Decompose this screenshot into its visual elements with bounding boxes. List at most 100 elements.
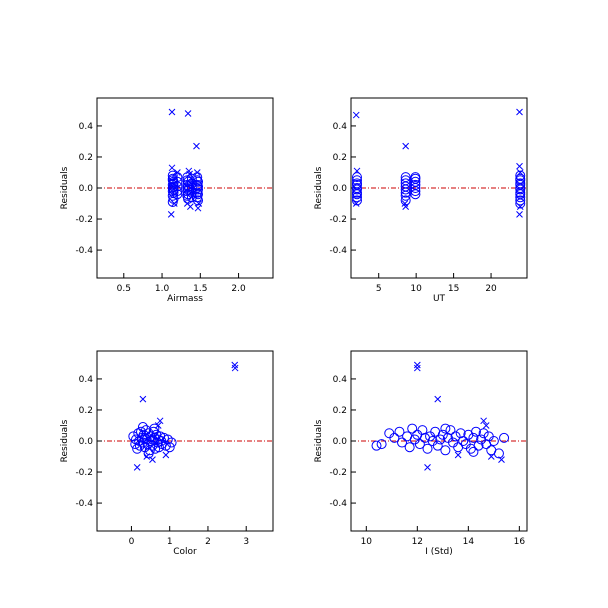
data-point-circle xyxy=(162,434,173,445)
data-point-x xyxy=(133,464,141,471)
data-point-circle xyxy=(437,429,448,440)
x-tick-label: 3 xyxy=(243,537,249,547)
data-point-x xyxy=(413,361,421,369)
data-point-circle xyxy=(164,442,175,453)
data-point-circle xyxy=(478,428,489,439)
data-point-x xyxy=(516,203,524,210)
y-axis-label: Residuals xyxy=(60,419,70,462)
x-tick-label: 1.5 xyxy=(193,284,207,294)
data-point-circle xyxy=(172,181,183,192)
data-point-x xyxy=(353,167,361,175)
data-point-circle xyxy=(410,189,421,200)
data-point-x xyxy=(143,453,151,460)
x-tick-label: 14 xyxy=(463,537,475,547)
x-tick-label: 0 xyxy=(129,537,135,547)
x-tick-label: 16 xyxy=(514,537,526,547)
x-axis-label: Color xyxy=(173,547,197,557)
data-point-circle xyxy=(147,434,158,445)
y-tick-label: -0.4 xyxy=(75,246,93,256)
y-tick-label: -0.2 xyxy=(329,215,347,225)
scatter-panel-1: 0.5 1.0 1.5 2.0 -0.4 -0.2 0.0 0.2 0.4 Airmass Resi… xyxy=(60,97,274,304)
y-tick-label: 0.4 xyxy=(79,375,94,385)
data-point-x xyxy=(434,395,442,403)
data-point-x xyxy=(352,111,360,119)
data-point-circle xyxy=(139,432,150,443)
x-axis-label: I (Std) xyxy=(425,547,453,557)
data-point-x xyxy=(193,142,200,150)
data-point-circle xyxy=(351,172,362,183)
data-point-circle xyxy=(473,440,484,451)
data-point-x xyxy=(139,395,147,403)
data-point-x xyxy=(149,456,156,463)
data-point-x xyxy=(184,110,192,117)
data-point-x xyxy=(487,453,495,460)
data-point-circle xyxy=(417,425,428,436)
data-point-circle xyxy=(153,442,164,453)
data-point-x xyxy=(516,211,523,218)
data-point-circle xyxy=(193,181,204,192)
data-point-circle xyxy=(404,442,415,453)
data-point-circle xyxy=(132,443,143,454)
y-tick-label: -0.4 xyxy=(329,499,347,509)
x-tick-label: 0.5 xyxy=(117,284,131,294)
data-point-circle xyxy=(166,437,177,448)
data-point-x xyxy=(167,211,175,218)
data-point-circle xyxy=(351,184,362,195)
y-tick-label: 0.2 xyxy=(333,406,347,416)
data-point-circle xyxy=(493,448,504,459)
y-tick-label: -0.2 xyxy=(75,468,93,478)
scatter-panel-4: 10 12 14 16 -0.4 -0.2 0.0 0.2 0.4 I (Std) Residual… xyxy=(314,350,528,557)
data-point-x xyxy=(516,162,523,170)
y-tick-label: 0.2 xyxy=(333,153,347,163)
y-tick-label: -0.4 xyxy=(329,246,347,256)
data-point-x xyxy=(168,164,176,172)
data-point-x xyxy=(186,170,193,178)
y-axis-label: Residuals xyxy=(314,419,324,462)
data-point-circle xyxy=(515,184,526,195)
y-tick-label: 0.2 xyxy=(79,406,93,416)
data-point-x xyxy=(401,200,409,207)
data-point-circle xyxy=(130,439,141,450)
data-point-circle xyxy=(440,423,451,434)
data-point-circle xyxy=(410,183,421,193)
data-point-circle xyxy=(400,190,411,201)
data-point-x xyxy=(454,451,462,459)
x-axis-label: Airmass xyxy=(167,294,203,304)
data-point-x xyxy=(173,169,181,176)
data-point-circle xyxy=(468,446,479,457)
data-point-circle xyxy=(400,187,411,198)
data-point-circle xyxy=(410,186,421,197)
x-tick-label: 20 xyxy=(485,284,497,294)
data-point-circle xyxy=(351,192,362,203)
data-point-circle xyxy=(137,422,148,433)
y-tick-label: 0.0 xyxy=(333,437,348,447)
data-point-circle xyxy=(397,437,408,448)
data-point-x xyxy=(154,422,162,429)
y-tick-label: 0.0 xyxy=(79,184,94,194)
x-axis-label: UT xyxy=(433,294,446,304)
data-point-circle xyxy=(422,443,433,454)
y-axis-label: Residuals xyxy=(60,166,70,209)
data-point-circle xyxy=(468,432,479,443)
data-point-x xyxy=(195,200,203,207)
data-point-circle xyxy=(407,423,418,434)
data-point-x xyxy=(187,203,194,210)
data-point-x xyxy=(162,451,170,459)
data-point-circle xyxy=(394,426,405,437)
data-point-circle xyxy=(172,189,183,200)
data-point-circle xyxy=(470,426,481,437)
x-tick-label: 15 xyxy=(448,284,459,294)
data-point-circle xyxy=(499,432,510,443)
data-point-circle xyxy=(445,425,456,436)
data-point-circle xyxy=(172,186,183,197)
data-point-circle xyxy=(435,434,446,445)
data-point-circle xyxy=(389,432,400,443)
x-tick-label: 1 xyxy=(167,537,173,547)
data-point-x xyxy=(170,200,178,207)
y-tick-label: 0.4 xyxy=(79,122,94,132)
x-tick-label: 10 xyxy=(361,537,373,547)
data-point-circle xyxy=(167,196,178,207)
y-tick-label: 0.4 xyxy=(333,375,348,385)
